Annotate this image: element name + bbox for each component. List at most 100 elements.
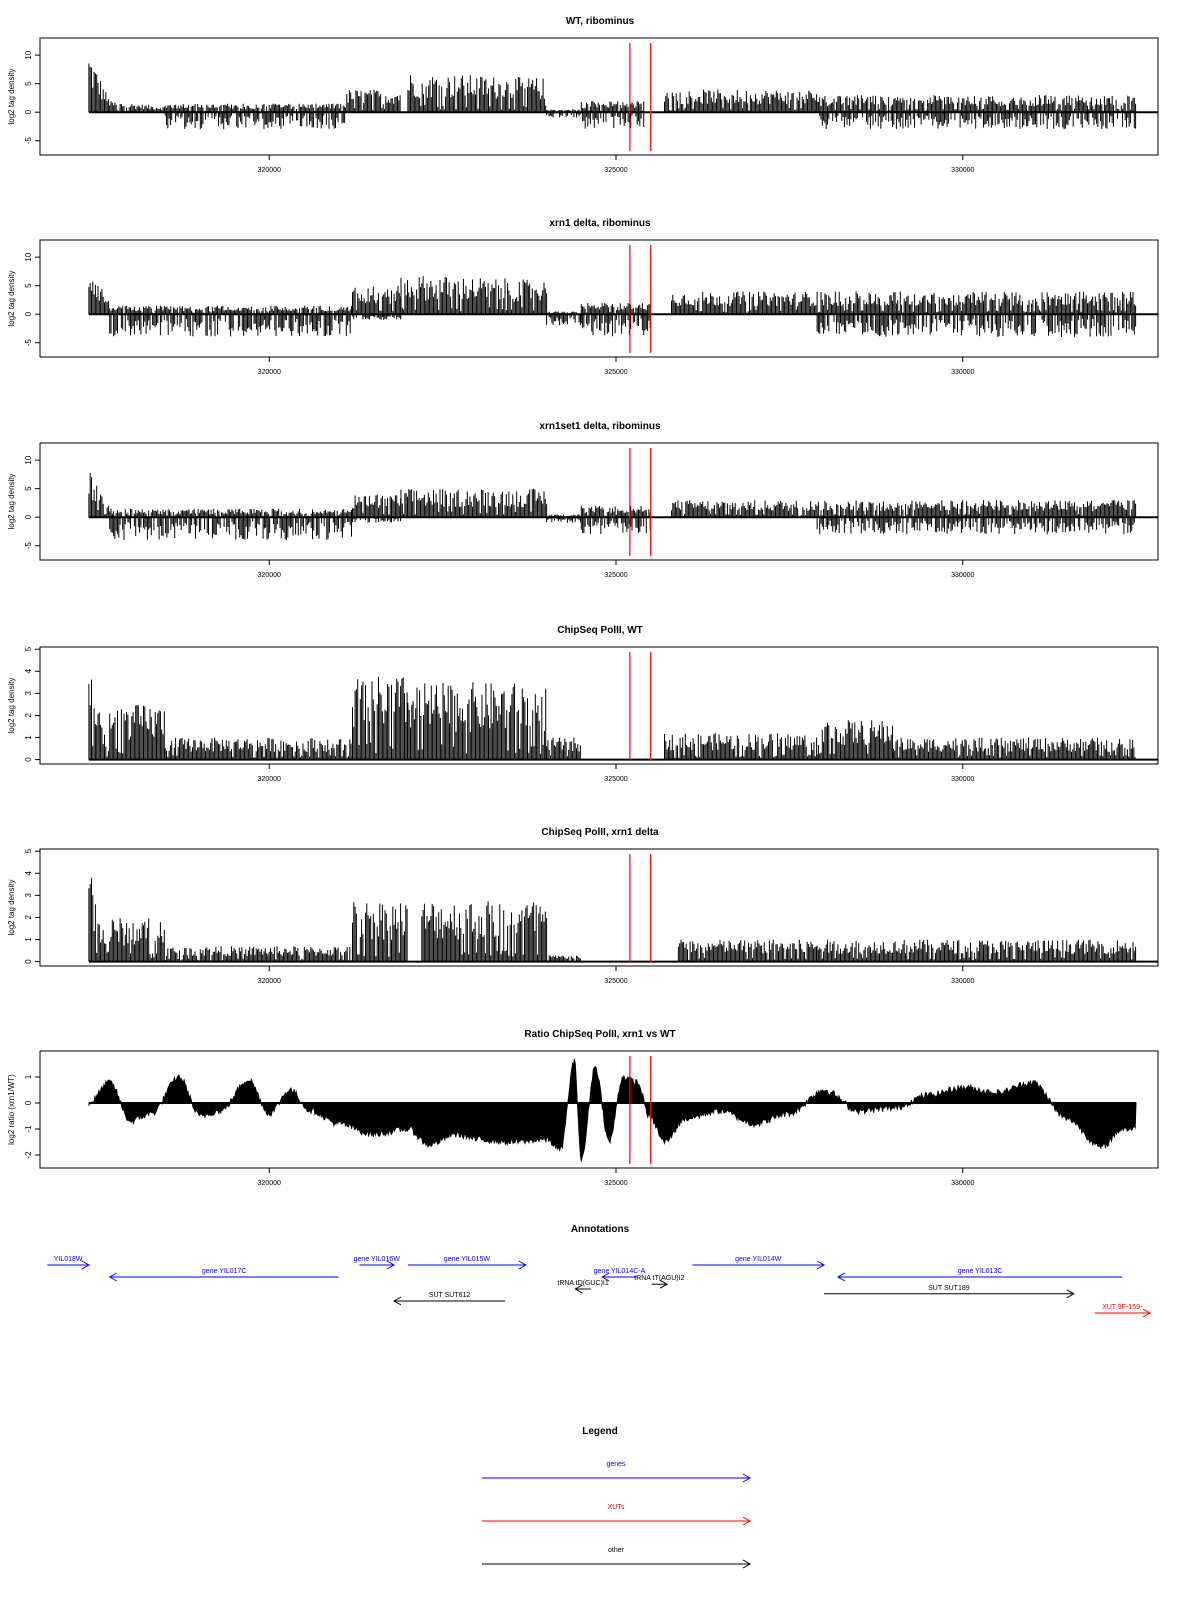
x-tick-label: 325000 [604, 978, 627, 985]
feature-arrowhead [1066, 1289, 1075, 1299]
y-tick-label: 0 [24, 1100, 33, 1105]
feature-arrowhead [601, 1272, 610, 1282]
x-tick-label: 330000 [951, 776, 974, 783]
y-axis-label: log2 ratio (xrn1/WT) [7, 1074, 16, 1145]
panel-title: WT, ribominus [566, 16, 635, 27]
x-tick-label: 330000 [951, 978, 974, 985]
feature-arrowhead [574, 1284, 583, 1294]
feature-arrowhead [518, 1260, 527, 1270]
feature-arrowhead [659, 1279, 669, 1289]
signal-bars [88, 878, 1137, 962]
y-tick-label: 4 [24, 871, 33, 876]
legend-label-xuts: XUTs [608, 1504, 625, 1511]
panel-title: ChipSeq PolII, WT [557, 625, 643, 636]
feature-label: gene YIL017C [202, 1268, 247, 1275]
x-tick-label: 320000 [258, 167, 281, 174]
ratio-area [88, 1058, 1137, 1162]
feature-arrowhead [816, 1260, 826, 1270]
signal-bars [88, 63, 1137, 130]
panel-title: Ratio ChipSeq PolII, xrn1 vs WT [524, 1029, 675, 1040]
feature-label: gene YIL015W [444, 1256, 491, 1263]
feature-arrowhead [1142, 1308, 1152, 1318]
y-axis-label: log2 tag density [7, 879, 16, 935]
plot-frame [39, 239, 1159, 358]
feature-label: YIL018W [54, 1256, 83, 1263]
x-tick-label: 330000 [951, 167, 974, 174]
feature-arrowhead [108, 1272, 117, 1282]
y-tick-label: 0 [24, 311, 33, 316]
y-tick-label: 1 [24, 735, 33, 740]
y-tick-label: -5 [24, 137, 33, 145]
legend-label-genes: genes [606, 1461, 626, 1468]
x-tick-label: 320000 [258, 572, 281, 579]
x-tick-label: 330000 [951, 572, 974, 579]
y-tick-label: 10 [24, 50, 33, 59]
x-tick-label: 325000 [604, 1180, 627, 1187]
x-tick-label: 320000 [258, 1180, 281, 1187]
feature-label: tRNA tT(AGU)I2 [634, 1275, 684, 1282]
x-tick-label: 325000 [604, 369, 627, 376]
y-tick-label: 5 [24, 486, 33, 491]
plot-frame [39, 442, 1159, 561]
feature-label: SUT SUT612 [429, 1292, 471, 1299]
y-tick-label: 2 [24, 713, 33, 718]
panel-3: xrn1set1 delta, ribominus log2 tag densit… [7, 421, 1159, 579]
signal-bars [88, 676, 1136, 760]
feature-label: SUT SUT189 [928, 1285, 970, 1292]
y-tick-label: -1 [24, 1125, 33, 1133]
feature-label: gene YIL016W [354, 1256, 401, 1263]
y-tick-label: -2 [24, 1151, 33, 1159]
y-tick-label: 0 [24, 514, 33, 519]
legend: Legend genes XUTs other [482, 1426, 752, 1569]
feature-arrowhead [836, 1272, 846, 1282]
x-tick-label: 320000 [258, 369, 281, 376]
feature-arrowhead [81, 1260, 90, 1270]
feature-arrowhead [393, 1296, 402, 1306]
y-tick-label: 1 [24, 937, 33, 942]
feature-label: gene YIL013C [958, 1268, 1003, 1275]
legend-arrowhead [742, 1516, 752, 1526]
plot-frame [39, 37, 1159, 156]
x-tick-label: 325000 [604, 776, 627, 783]
y-axis-label: log2 tag density [7, 68, 16, 124]
legend-label-other: other [608, 1547, 625, 1554]
plot-frame [39, 848, 1159, 967]
plot-frame [39, 646, 1159, 765]
annotations-track: Annotations YIL018W gene YIL017C gene YIL01… [47, 1224, 1152, 1318]
panel-title: ChipSeq PolII, xrn1 delta [541, 827, 659, 838]
x-tick-label: 320000 [258, 978, 281, 985]
feature-label: XUT 9F-159- [1102, 1304, 1143, 1311]
feature-arrowhead [386, 1260, 396, 1270]
y-tick-label: 10 [24, 252, 33, 261]
panel-title: xrn1set1 delta, ribominus [539, 421, 661, 432]
y-tick-label: 0 [24, 959, 33, 964]
y-axis-label: log2 tag density [7, 270, 16, 326]
y-axis-label: log2 tag density [7, 473, 16, 529]
annotations-title: Annotations [571, 1224, 630, 1235]
signal-bars [88, 276, 1137, 337]
panel-2: xrn1 delta, ribominus log2 tag density 10 5… [7, 218, 1159, 376]
y-tick-label: 1 [24, 1074, 33, 1079]
panel-6: Ratio ChipSeq PolII, xrn1 vs WT log2 rati… [7, 1029, 1159, 1187]
y-tick-label: 0 [24, 757, 33, 762]
x-tick-label: 325000 [604, 167, 627, 174]
y-tick-label: 5 [24, 848, 33, 853]
feature-label: gene YIL014W [735, 1256, 782, 1263]
y-axis-label: log2 tag density [7, 677, 16, 733]
legend-title: Legend [582, 1426, 618, 1437]
x-tick-label: 330000 [951, 1180, 974, 1187]
legend-arrowhead [742, 1559, 752, 1569]
signal-bars [88, 473, 1137, 540]
legend-arrowhead [742, 1473, 752, 1483]
plot-frame [39, 1050, 1159, 1169]
x-tick-label: 330000 [951, 369, 974, 376]
x-tick-label: 325000 [604, 572, 627, 579]
panel-4: ChipSeq PolII, WT log2 tag density 5 4 3 2 1 0 3… [7, 625, 1159, 783]
y-tick-label: 0 [24, 109, 33, 114]
panel-title: xrn1 delta, ribominus [549, 218, 651, 229]
panel-5: ChipSeq PolII, xrn1 delta log2 tag densit… [7, 827, 1159, 985]
y-tick-label: 3 [24, 893, 33, 898]
y-tick-label: -5 [24, 542, 33, 550]
y-tick-label: 10 [24, 455, 33, 464]
